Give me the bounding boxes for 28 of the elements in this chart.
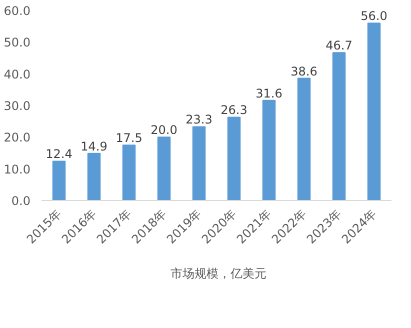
data-label: 20.0 xyxy=(150,123,178,138)
bar xyxy=(192,126,206,200)
data-label: 46.7 xyxy=(326,38,352,53)
bar xyxy=(262,100,276,200)
bar xyxy=(87,152,101,200)
y-tick-label: 30.0 xyxy=(4,99,30,113)
bar xyxy=(297,78,311,200)
data-label: 14.9 xyxy=(80,139,108,154)
bar xyxy=(227,116,241,200)
y-tick-label: 40.0 xyxy=(4,67,30,82)
y-tick-label: 10.0 xyxy=(4,162,30,176)
y-tick-label: 20.0 xyxy=(4,130,30,145)
data-label: 38.6 xyxy=(290,64,318,78)
data-label: 56.0 xyxy=(360,9,388,24)
data-label: 31.6 xyxy=(256,86,282,100)
bar xyxy=(122,144,136,200)
y-tick-label: 60.0 xyxy=(4,4,30,18)
text: 市场规模，亿美元 xyxy=(170,266,266,282)
bar xyxy=(52,160,66,200)
data-label: 26.3 xyxy=(220,103,248,118)
y-tick-label: 0.0 xyxy=(11,194,31,208)
bar xyxy=(332,52,346,200)
bar xyxy=(157,136,171,200)
data-label: 17.5 xyxy=(116,131,142,146)
bar xyxy=(367,22,381,200)
data-label: 12.4 xyxy=(46,147,72,162)
data-label: 23.3 xyxy=(186,112,212,127)
y-tick-label: 50.0 xyxy=(4,36,30,50)
